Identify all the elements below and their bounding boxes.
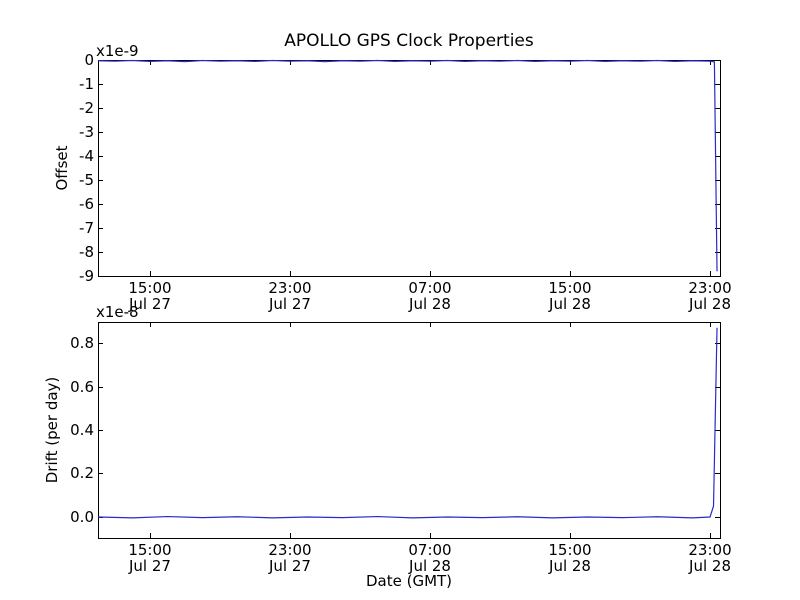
- gps-clock-offset-line: [97, 59, 718, 272]
- x-tick-time: 07:00: [408, 541, 452, 559]
- x-tick-time: 23:00: [688, 279, 732, 297]
- y-tick-label: 0.6: [70, 377, 94, 396]
- x-tick-date: Jul 28: [689, 557, 731, 575]
- y-tick-label: -8: [79, 243, 94, 261]
- x-tick-time: 15:00: [548, 541, 592, 559]
- x-tick-date: Jul 28: [409, 295, 451, 313]
- x-tick-label: 15:00 Jul 28: [522, 542, 618, 574]
- axes-frame-0: [97, 59, 722, 278]
- x-tick-label: 15:00 Jul 27: [102, 280, 198, 312]
- x-tick-time: 23:00: [268, 279, 312, 297]
- y-tick-label: -9: [79, 267, 94, 285]
- x-tick-date: Jul 28: [409, 557, 451, 575]
- x-tick-date: Jul 27: [269, 557, 311, 575]
- x-tick-label: 15:00 Jul 27: [102, 542, 198, 574]
- x-tick-label: 23:00 Jul 27: [242, 542, 338, 574]
- y-tick-label: 0.0: [70, 507, 94, 526]
- y-tick-label: -4: [79, 147, 94, 165]
- x-tick-time: 15:00: [128, 541, 172, 559]
- x-axis-label: Date (GMT): [365, 572, 453, 590]
- y-tick-label: -3: [79, 123, 94, 141]
- y-tick-label: -1: [79, 75, 94, 93]
- y-tick-label: -7: [79, 219, 94, 237]
- x-tick-time: 23:00: [688, 541, 732, 559]
- y-tick-label: 0.8: [70, 334, 94, 352]
- y-tick-label: -5: [79, 171, 94, 189]
- x-tick-date: Jul 27: [128, 295, 171, 313]
- y-tick-label: 0: [84, 51, 94, 69]
- y-tick-label: 0.2: [70, 464, 94, 483]
- x-tick-date: Jul 27: [128, 557, 171, 575]
- axes-frame-1: [97, 321, 722, 540]
- x-tick-date: Jul 27: [269, 295, 311, 313]
- x-tick-time: 07:00: [408, 279, 452, 297]
- y-tick-label: -6: [79, 195, 94, 213]
- x-tick-label: 07:00 Jul 28: [382, 280, 478, 312]
- x-tick-time: 15:00: [548, 279, 592, 297]
- y-tick-label: -2: [79, 99, 94, 117]
- x-tick-date: Jul 28: [549, 557, 591, 575]
- x-tick-date: Jul 28: [549, 295, 591, 313]
- chart-title: APOLLO GPS Clock Properties: [284, 31, 534, 51]
- x-tick-label: 23:00 Jul 28: [662, 280, 758, 312]
- y-tick-label: 0.4: [70, 421, 94, 439]
- x-tick-date: Jul 28: [689, 295, 731, 313]
- y-scale-multiplier-top: x1e-9: [96, 42, 139, 60]
- gps-clock-drift-line: [97, 327, 718, 519]
- x-tick-time: 15:00: [128, 279, 172, 297]
- x-tick-label: 07:00 Jul 28: [382, 542, 478, 574]
- x-tick-label: 23:00 Jul 28: [662, 542, 758, 574]
- x-tick-label: 15:00 Jul 28: [522, 280, 618, 312]
- x-tick-time: 23:00: [268, 541, 312, 559]
- x-tick-label: 23:00 Jul 27: [242, 280, 338, 312]
- y-scale-multiplier-bottom: x1e-8: [96, 303, 139, 321]
